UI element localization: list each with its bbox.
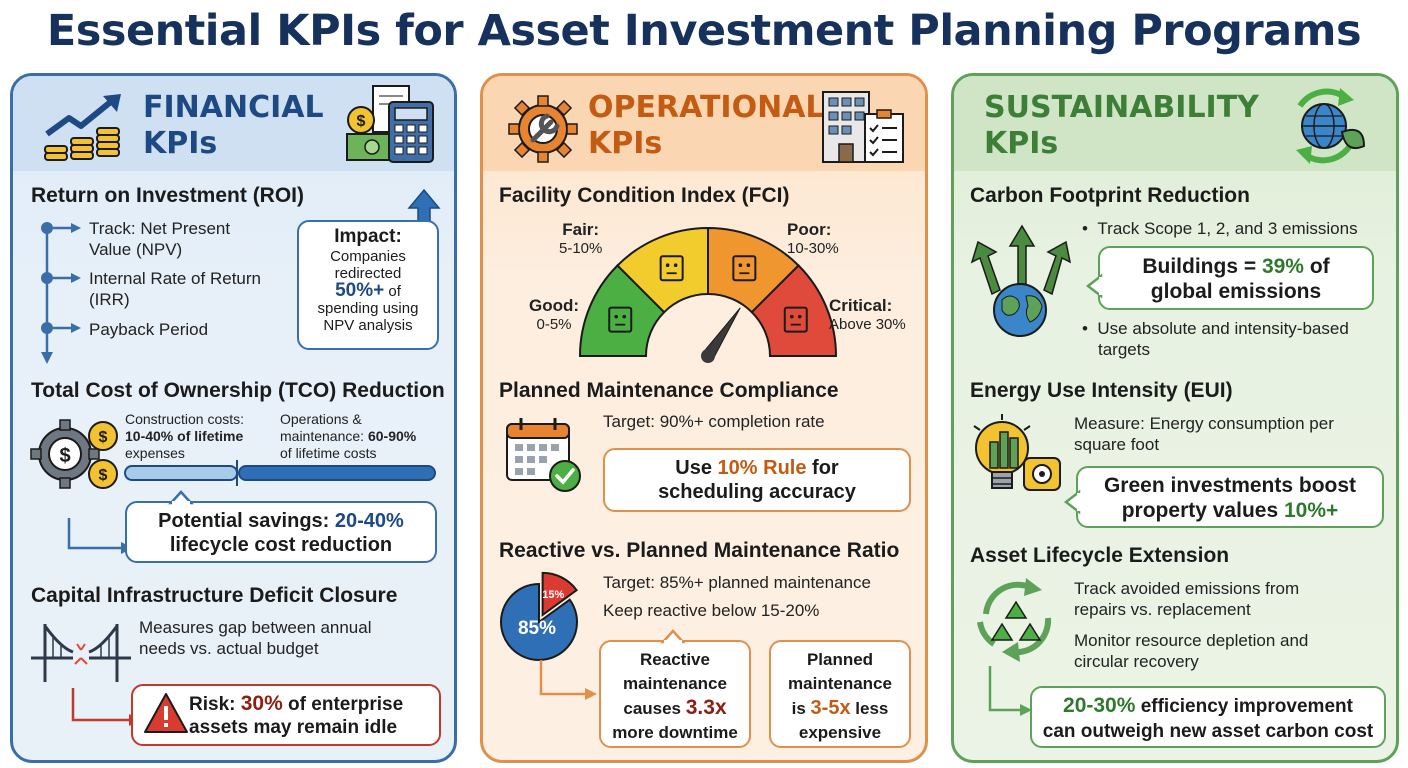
carbon-title: Carbon Footprint Reduction	[970, 184, 1250, 207]
pie-label-reactive: 15%	[542, 589, 564, 601]
eui-callout: Green investments boost property values …	[1076, 466, 1384, 528]
tco-title: Total Cost of Ownership (TCO) Reduction	[31, 379, 445, 402]
recycle-icon	[977, 578, 1052, 662]
svg-text:$: $	[99, 467, 108, 484]
roi-item-payback: Payback Period	[89, 320, 209, 339]
tco-savings-callout: Potential savings: 20-40% lifecycle cost…	[125, 501, 437, 563]
roi-item-npv: Track: Net Present Value (NPV)	[89, 219, 231, 259]
tco-operations-text: Operations & maintenance: 60-90% of life…	[280, 411, 417, 461]
gear-coins-icon: $ $ $	[30, 419, 118, 489]
tco-cost-bar	[67, 460, 436, 554]
operational-panel: OPERATIONAL KPIs Facility Condition Inde…	[480, 73, 928, 763]
reactive-callout: Reactive maintenance causes 3.3x more do…	[599, 640, 751, 748]
financial-panel: FINANCIAL KPIs $ Return on Investment (R…	[10, 73, 457, 763]
calculator-cash-icon: $	[346, 85, 434, 163]
fci-band-good: Good: 0-5%	[529, 296, 580, 333]
globe-recycle-icon	[1296, 88, 1366, 164]
gauge-band-emblem	[783, 306, 808, 333]
ratio-keep: Keep reactive below 15-20%	[603, 601, 820, 620]
carbon-bullet-scope: • Track Scope 1, 2, and 3 emissions	[1082, 219, 1358, 238]
planned-callout: Planned maintenance is 3-5x less expensi…	[769, 640, 911, 748]
ratio-connector	[539, 660, 597, 700]
ratio-target: Target: 85%+ planned maintenance	[603, 573, 871, 592]
lightbulb-meter-icon	[973, 414, 1061, 491]
gauge-band-emblem	[732, 255, 757, 282]
roi-timeline-icon	[41, 222, 81, 364]
risk-callout: Risk: 30% of enterprise assets may remai…	[131, 684, 441, 746]
lifecycle-title: Asset Lifecycle Extension	[970, 544, 1230, 567]
fci-band-fair: Fair: 5-10%	[559, 220, 603, 257]
maintenance-ratio-pie: 85% 15%	[500, 571, 579, 661]
sustainability-title: SUSTAINABILITY KPIs	[984, 90, 1259, 161]
roi-item-irr: Internal Rate of Return (IRR)	[89, 269, 261, 309]
pmc-target: Target: 90%+ completion rate	[603, 412, 825, 431]
svg-text:$: $	[59, 445, 70, 467]
gauge-band-critical	[750, 264, 838, 357]
pie-slice-planned	[500, 582, 578, 661]
eui-desc: Measure: Energy consumption per square fo…	[1074, 414, 1334, 454]
svg-text:$: $	[99, 429, 108, 446]
fci-title: Facility Condition Index (FCI)	[499, 184, 790, 207]
warning-icon	[144, 693, 188, 733]
callout-pointer	[168, 490, 194, 505]
callout-pointer	[1085, 273, 1103, 299]
gauge-band-emblem	[659, 255, 684, 282]
financial-title: FINANCIAL KPIs	[143, 90, 324, 161]
fci-band-critical: Critical: Above 30%	[829, 296, 906, 333]
lifecycle-desc-resources: Monitor resource depletion and circular r…	[1074, 631, 1309, 671]
callout-pointer	[660, 629, 686, 644]
broken-bridge-icon	[31, 624, 131, 682]
lifecycle-desc-emissions: Track avoided emissions from repairs vs. …	[1074, 579, 1300, 619]
tco-construction-text: Construction costs: 10-40% of lifetime e…	[125, 411, 245, 461]
eui-title: Energy Use Intensity (EUI)	[970, 379, 1233, 402]
deficit-desc-text: Measures gap between annual needs vs. act…	[139, 618, 372, 658]
gauge-hub	[701, 349, 715, 363]
operational-title: OPERATIONAL KPIs	[588, 90, 825, 161]
pie-label-planned: 85%	[518, 618, 556, 639]
earth-arrows-icon	[970, 224, 1072, 337]
svg-text:$: $	[357, 113, 366, 130]
gear-wrench-icon	[508, 95, 578, 163]
growth-coins-icon	[44, 94, 121, 161]
roi-title: Return on Investment (ROI)	[31, 184, 305, 207]
sustainability-panel: SUSTAINABILITY KPIs Carbon Footprint Red…	[951, 73, 1399, 763]
pmc-title: Planned Maintenance Compliance	[499, 379, 839, 402]
page-title: Essential KPIs for Asset Investment Plan…	[46, 6, 1362, 56]
roi-impact-callout: Impact: Companies redirected 50%+ of spe…	[297, 220, 439, 350]
pie-slice-reactive	[541, 571, 579, 617]
callout-pointer	[1063, 489, 1081, 515]
lifecycle-connector	[988, 666, 1032, 716]
fci-band-poor: Poor: 10-30%	[787, 220, 839, 257]
carbon-bullet-targets: • Use absolute and intensity-based targe…	[1082, 319, 1349, 359]
ratio-title: Reactive vs. Planned Maintenance Ratio	[499, 539, 900, 562]
gauge-band-emblem	[608, 306, 633, 333]
calendar-check-icon	[506, 418, 581, 492]
lifecycle-callout: 20-30% efficiency improvement can outwei…	[1030, 686, 1386, 748]
carbon-emissions-callout: Buildings = 39% of global emissions	[1098, 246, 1374, 310]
building-checklist-icon	[822, 91, 904, 163]
deficit-title: Capital Infrastructure Deficit Closure	[31, 584, 398, 607]
fci-gauge	[578, 226, 838, 363]
pmc-rule-callout: Use 10% Rule for scheduling accuracy	[603, 448, 911, 512]
